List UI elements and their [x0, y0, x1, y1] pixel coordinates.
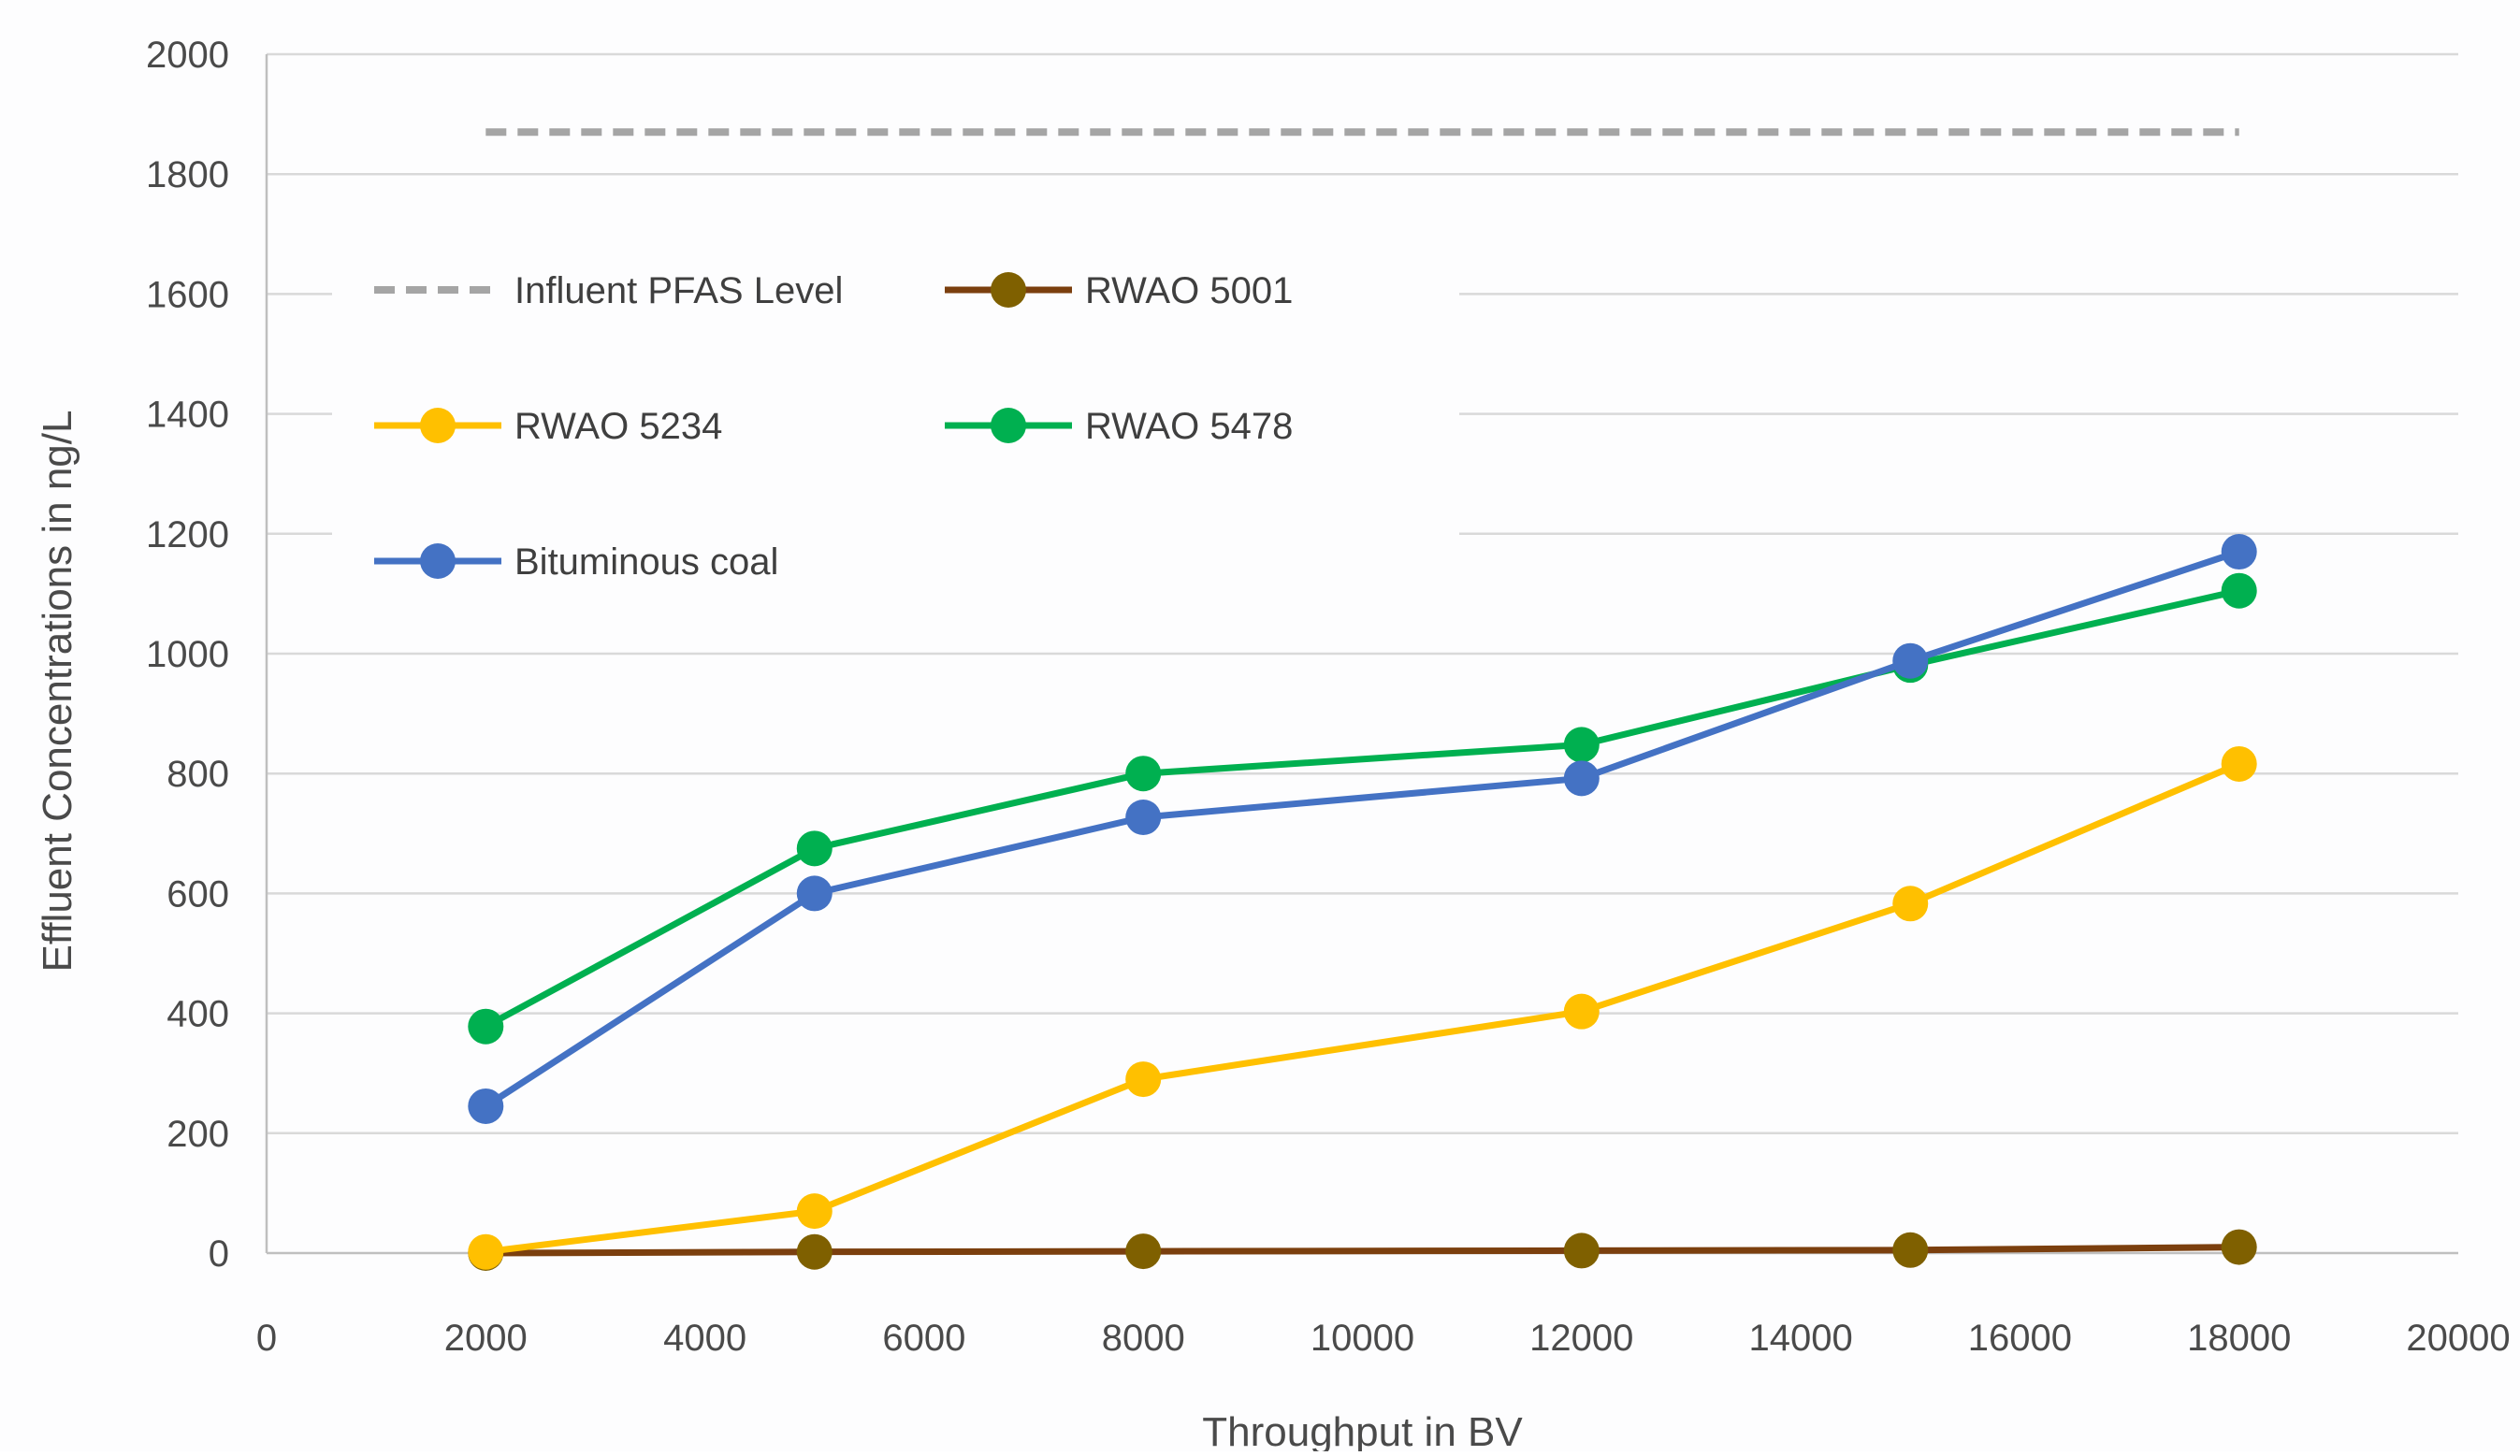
- legend-marker-rwao-5234: [420, 408, 456, 443]
- series-line-rwao-5234: [485, 760, 2241, 1256]
- data-point-rwao-5001: [2221, 1229, 2257, 1265]
- series-line-rwao-5478: [484, 587, 2240, 1030]
- x-tick-label: 4000: [663, 1318, 746, 1359]
- data-point-rwao-5001: [1563, 1233, 1600, 1269]
- data-point-bituminous-coal: [1125, 799, 1162, 835]
- y-tick-label: 200: [167, 1114, 229, 1155]
- data-point-rwao-5234: [796, 1193, 833, 1230]
- x-tick-label: 16000: [1968, 1318, 2072, 1359]
- x-tick-label: 12000: [1529, 1318, 1633, 1359]
- legend-box: [332, 224, 1459, 617]
- x-tick-label: 18000: [2187, 1318, 2291, 1359]
- data-point-rwao-5234: [468, 1233, 504, 1270]
- data-point-rwao-5234: [1125, 1061, 1162, 1098]
- data-point-rwao-5478: [1563, 727, 1600, 763]
- y-tick-label: 1200: [146, 514, 229, 555]
- y-tick-label: 1000: [146, 634, 229, 675]
- x-tick-label: 8000: [1102, 1318, 1185, 1359]
- y-tick-label: 800: [167, 754, 229, 795]
- x-tick-label: 14000: [1748, 1318, 1852, 1359]
- x-tick-label: 0: [256, 1318, 277, 1359]
- legend-label-rwao-5234: RWAO 5234: [514, 406, 722, 447]
- x-tick-label: 20000: [2406, 1318, 2510, 1359]
- data-point-rwao-5234: [1892, 886, 1929, 922]
- legend-label-rwao-5001: RWAO 5001: [1085, 270, 1293, 311]
- data-point-rwao-5478: [796, 830, 833, 867]
- series-line-bituminous-coal: [484, 548, 2240, 1109]
- legend-label-influent-pfas-level: Influent PFAS Level: [514, 270, 843, 311]
- data-point-rwao-5478: [1125, 756, 1162, 792]
- y-tick-label: 400: [167, 994, 229, 1035]
- y-tick-label: 0: [209, 1233, 229, 1275]
- y-tick-label: 1800: [146, 154, 229, 195]
- y-tick-label: 2000: [146, 35, 229, 76]
- y-axis-title: Effluent Concentrations in ng/L: [35, 411, 80, 973]
- y-tick-label: 1600: [146, 274, 229, 315]
- x-tick-label: 6000: [882, 1318, 965, 1359]
- data-point-bituminous-coal: [468, 1088, 504, 1124]
- data-point-bituminous-coal: [1892, 642, 1929, 679]
- data-point-bituminous-coal: [2221, 534, 2257, 570]
- legend-label-rwao-5478: RWAO 5478: [1085, 406, 1293, 447]
- x-tick-label: 10000: [1311, 1318, 1414, 1359]
- x-axis-title: Throughput in BV: [1202, 1409, 1523, 1451]
- data-point-bituminous-coal: [796, 875, 833, 912]
- y-tick-label: 1400: [146, 395, 229, 436]
- series-line-rwao-5001: [485, 1244, 2239, 1257]
- legend-label-bituminous-coal: Bituminous coal: [514, 541, 778, 583]
- data-point-rwao-5234: [2221, 745, 2257, 782]
- y-tick-label: 600: [167, 873, 229, 915]
- legend-marker-bituminous-coal: [420, 543, 456, 579]
- legend-marker-rwao-5001: [991, 272, 1026, 308]
- legend: Influent PFAS Level RWAO 5001 RWAO 5234 RWA…: [332, 224, 1459, 617]
- data-point-rwao-5478: [468, 1008, 504, 1045]
- series-layer: [468, 128, 2257, 1271]
- data-point-rwao-5234: [1563, 993, 1600, 1030]
- data-point-rwao-5001: [796, 1233, 833, 1270]
- legend-marker-rwao-5478: [991, 408, 1026, 443]
- data-point-rwao-5478: [2221, 572, 2257, 609]
- data-point-bituminous-coal: [1563, 760, 1600, 797]
- data-point-rwao-5001: [1892, 1232, 1929, 1268]
- data-point-rwao-5001: [1125, 1233, 1162, 1270]
- x-tick-label: 2000: [444, 1318, 528, 1359]
